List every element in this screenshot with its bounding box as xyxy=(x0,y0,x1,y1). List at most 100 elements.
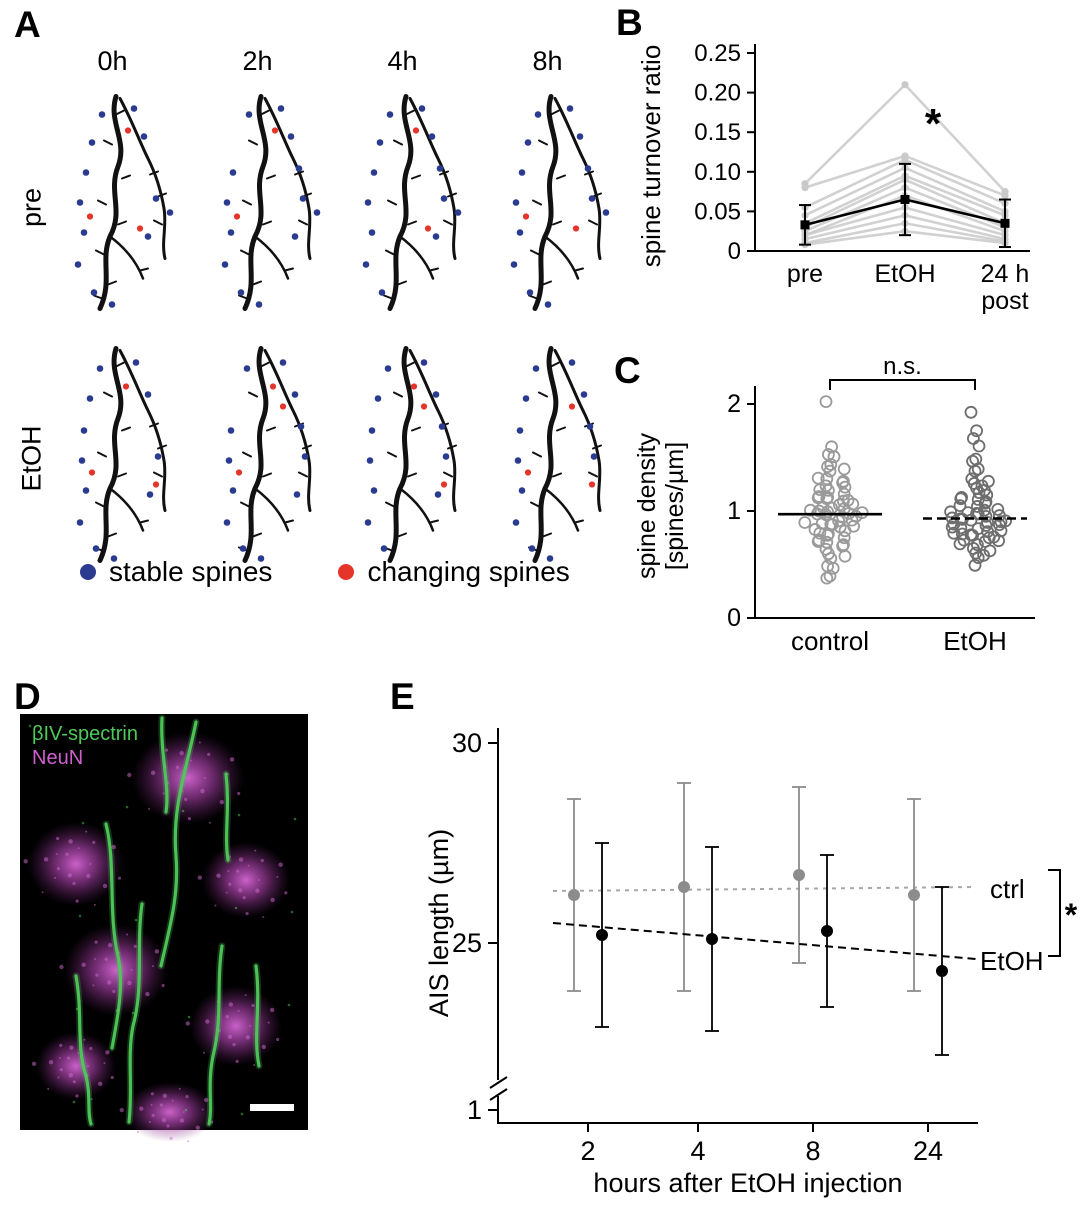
e-ytick-label: 30 xyxy=(452,728,482,758)
e-data-point xyxy=(678,881,690,893)
c-ytick-label: 0 xyxy=(727,604,741,632)
neun-somata xyxy=(23,732,290,1143)
e-x-axis-title: hours after EtOH injection xyxy=(593,1168,902,1198)
b-xtick-label: EtOH xyxy=(874,260,935,288)
e-ytick-break-label: 1 xyxy=(467,1095,482,1125)
e-ytick-label: 25 xyxy=(452,928,482,958)
c-data-point xyxy=(954,492,968,506)
c-ytick-label: 2 xyxy=(727,390,741,418)
panel-d-label: D xyxy=(14,676,41,717)
b-ytick-label: 0.10 xyxy=(694,159,741,186)
c-data-point xyxy=(837,531,851,545)
c-data-point xyxy=(823,464,837,478)
c-data-point xyxy=(855,506,869,520)
c-data-point xyxy=(970,500,984,513)
e-significance-bracket xyxy=(1048,869,1061,957)
panel-a-timepoint-headers: 0h 2h 4h 8h xyxy=(40,46,620,77)
dendrite-image-pre-8h xyxy=(510,94,610,311)
c-data-point xyxy=(803,503,817,517)
e-significance-asterisk: * xyxy=(1065,897,1078,933)
timepoint-label-8h: 8h xyxy=(532,46,563,76)
e-xtick-label: 2 xyxy=(580,1136,595,1166)
b-mean-series xyxy=(799,162,1011,249)
c-data-point xyxy=(970,424,984,438)
b-xtick-label: 24 h post xyxy=(981,260,1030,315)
legend-item-stable: stable spines xyxy=(80,556,272,588)
changing-spine-dot-icon xyxy=(338,564,355,580)
c-data-point xyxy=(819,395,833,408)
dendrite-image-EtOH-4h xyxy=(364,346,457,563)
timepoint-label-4h: 4h xyxy=(387,46,418,76)
c-data-point xyxy=(813,483,827,497)
e-xtick-label: 4 xyxy=(690,1136,705,1166)
c-data-point xyxy=(947,526,961,540)
e-y-axis-title: AIS length (µm) xyxy=(424,829,454,1017)
e-data-point xyxy=(596,929,608,941)
c-data-point xyxy=(971,493,985,506)
dendrite-image-EtOH-2h xyxy=(223,346,312,563)
c-data-point xyxy=(979,519,993,532)
c-data-point xyxy=(977,503,991,517)
b-significance-asterisk: * xyxy=(925,100,942,147)
c-group-EtOH xyxy=(923,405,1027,572)
c-group-label: control xyxy=(791,626,869,656)
c-data-point xyxy=(944,505,958,519)
c-data-point xyxy=(992,534,1006,548)
c-data-point xyxy=(964,513,978,527)
c-data-point xyxy=(991,502,1005,516)
c-data-point xyxy=(957,533,971,547)
dendrite-image-pre-0h xyxy=(74,94,174,311)
e-axis-break xyxy=(489,1076,508,1089)
stain-label-neun: NeuN xyxy=(32,747,83,769)
c-significance-bracket xyxy=(829,379,976,390)
b-ytick-label: 0.15 xyxy=(694,119,741,146)
stable-spine-dot-icon xyxy=(80,564,96,580)
e-trend-line xyxy=(552,886,977,892)
c-group-label: EtOH xyxy=(943,626,1007,656)
dendrite-image-pre-2h xyxy=(221,94,321,311)
c-data-point xyxy=(968,464,982,478)
c-data-point xyxy=(953,537,967,551)
spine-legend: stable spines changing spines xyxy=(80,556,570,588)
b-y-axis-title: spine turnover ratio xyxy=(636,45,666,268)
c-data-point xyxy=(838,524,852,538)
c-data-point xyxy=(978,496,992,510)
e-series-label-etoh: EtOH xyxy=(980,946,1044,976)
chart-spine-turnover: 0 0.05 0.10 0.15 0.20 0.25 pre EtOH 24 h post spin… xyxy=(636,40,1030,315)
dendrite-image-EtOH-0h xyxy=(76,346,167,563)
chart-spine-density: 0 1 2 control EtOH n.s. spine density [spines/µ… xyxy=(633,353,1035,656)
c-data-point xyxy=(826,561,840,575)
panel-b-label: B xyxy=(616,2,643,43)
ais-fibers xyxy=(28,714,297,1128)
e-data-point xyxy=(793,869,805,881)
e-data-point xyxy=(936,965,948,977)
b-ytick-label: 0 xyxy=(728,238,741,265)
scale-bar xyxy=(250,1104,294,1111)
stable-spines-label: stable spines xyxy=(109,556,273,587)
c-data-point xyxy=(838,549,852,563)
c-data-point xyxy=(837,462,851,476)
c-data-point xyxy=(813,526,827,540)
legend-item-changing: changing spines xyxy=(338,556,570,588)
b-ytick-label: 0.05 xyxy=(694,198,741,225)
e-series-ctrl xyxy=(552,782,977,992)
c-ytick-label: 1 xyxy=(727,497,741,525)
panel-e-label: E xyxy=(390,676,415,717)
stain-label-biv-spectrin: βIV-spectrin xyxy=(32,723,138,745)
c-significance-label: n.s. xyxy=(883,353,922,380)
e-series-EtOH xyxy=(552,842,977,1056)
c-data-point xyxy=(972,439,986,453)
c-data-point xyxy=(945,520,959,534)
c-data-point xyxy=(968,558,982,572)
e-data-point xyxy=(821,925,833,937)
timepoint-label-0h: 0h xyxy=(97,46,128,76)
c-data-point xyxy=(971,551,985,564)
c-data-point xyxy=(964,405,978,419)
c-y-axis-title-line2: [spines/µm] xyxy=(661,442,689,570)
c-data-point xyxy=(798,516,812,529)
c-data-point xyxy=(820,571,834,585)
e-data-point xyxy=(908,889,920,901)
panel-c-label: C xyxy=(614,350,641,391)
